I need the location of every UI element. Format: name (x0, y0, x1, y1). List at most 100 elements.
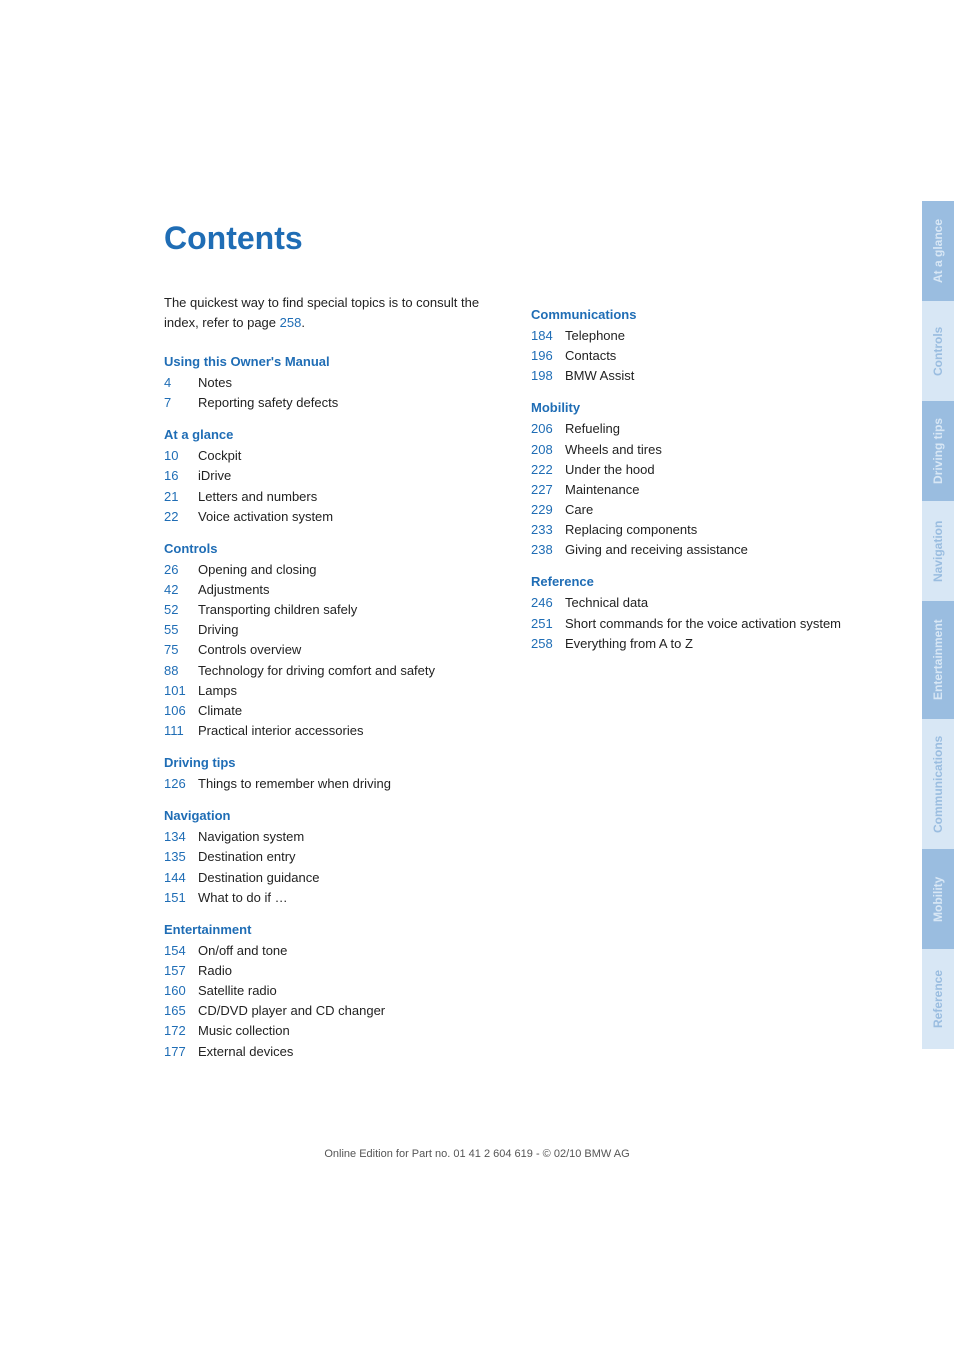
toc-entry[interactable]: 251Short commands for the voice activati… (531, 614, 874, 634)
toc-entry[interactable]: 238Giving and receiving assistance (531, 540, 874, 560)
side-tab[interactable]: Navigation (922, 501, 954, 601)
side-tab[interactable]: Entertainment (922, 601, 954, 719)
toc-page-number: 238 (531, 540, 565, 560)
toc-entry[interactable]: 134Navigation system (164, 827, 507, 847)
toc-page-number: 222 (531, 460, 565, 480)
toc-page-number: 21 (164, 487, 198, 507)
intro-suffix: . (301, 315, 305, 330)
side-tab[interactable]: Communications (922, 719, 954, 849)
side-tab[interactable]: Controls (922, 301, 954, 401)
side-tab[interactable]: Reference (922, 949, 954, 1049)
toc-label: Controls overview (198, 640, 507, 660)
toc-page-number: 196 (531, 346, 565, 366)
toc-page-number: 134 (164, 827, 198, 847)
toc-label: Wheels and tires (565, 440, 874, 460)
toc-entry[interactable]: 16iDrive (164, 466, 507, 486)
section-heading: Mobility (531, 400, 874, 415)
toc-entry[interactable]: 198BMW Assist (531, 366, 874, 386)
toc-list-left: Using this Owner's Manual 4Notes7Reportin… (164, 354, 507, 1062)
toc-label: Adjustments (198, 580, 507, 600)
toc-entry[interactable]: 106Climate (164, 701, 507, 721)
toc-page-number: 229 (531, 500, 565, 520)
intro-prefix: The quickest way to find special topics … (164, 295, 479, 330)
toc-entry[interactable]: 4Notes (164, 373, 507, 393)
toc-entry[interactable]: 135Destination entry (164, 847, 507, 867)
toc-entry[interactable]: 233Replacing components (531, 520, 874, 540)
toc-label: Destination guidance (198, 868, 507, 888)
toc-entry[interactable]: 101Lamps (164, 681, 507, 701)
toc-entry[interactable]: 52Transporting children safely (164, 600, 507, 620)
toc-entry[interactable]: 206Refueling (531, 419, 874, 439)
toc-entry[interactable]: 165CD/DVD player and CD changer (164, 1001, 507, 1021)
toc-entry[interactable]: 10Cockpit (164, 446, 507, 466)
toc-label: CD/DVD player and CD changer (198, 1001, 507, 1021)
toc-entry[interactable]: 229Care (531, 500, 874, 520)
toc-label: BMW Assist (565, 366, 874, 386)
toc-label: Telephone (565, 326, 874, 346)
toc-entry[interactable]: 88Technology for driving comfort and saf… (164, 661, 507, 681)
toc-entry[interactable]: 42Adjustments (164, 580, 507, 600)
toc-entry[interactable]: 177External devices (164, 1042, 507, 1062)
toc-page-number: 42 (164, 580, 198, 600)
toc-entry[interactable]: 75Controls overview (164, 640, 507, 660)
toc-label: iDrive (198, 466, 507, 486)
toc-entry[interactable]: 144Destination guidance (164, 868, 507, 888)
toc-page-number: 22 (164, 507, 198, 527)
side-tab[interactable]: At a glance (922, 201, 954, 301)
toc-entry[interactable]: 172Music collection (164, 1021, 507, 1041)
toc-page-number: 251 (531, 614, 565, 634)
toc-label: Everything from A to Z (565, 634, 874, 654)
toc-page-number: 198 (531, 366, 565, 386)
section-heading: Using this Owner's Manual (164, 354, 507, 369)
toc-entry[interactable]: 26Opening and closing (164, 560, 507, 580)
toc-label: On/off and tone (198, 941, 507, 961)
toc-page-number: 157 (164, 961, 198, 981)
toc-entry[interactable]: 55Driving (164, 620, 507, 640)
toc-entry[interactable]: 22Voice activation system (164, 507, 507, 527)
toc-label: Giving and receiving assistance (565, 540, 874, 560)
toc-page-number: 4 (164, 373, 198, 393)
toc-entry[interactable]: 184Telephone (531, 326, 874, 346)
toc-label: Navigation system (198, 827, 507, 847)
toc-entry[interactable]: 7Reporting safety defects (164, 393, 507, 413)
toc-page-number: 55 (164, 620, 198, 640)
side-tab[interactable]: Mobility (922, 849, 954, 949)
toc-label: Care (565, 500, 874, 520)
toc-page-number: 106 (164, 701, 198, 721)
section-heading: Communications (531, 307, 874, 322)
toc-label: Letters and numbers (198, 487, 507, 507)
toc-page-number: 227 (531, 480, 565, 500)
toc-page-number: 75 (164, 640, 198, 660)
toc-label: Under the hood (565, 460, 874, 480)
toc-label: Transporting children safely (198, 600, 507, 620)
toc-list-right: Communications 184Telephone196Contacts198… (531, 307, 874, 654)
toc-entry[interactable]: 208Wheels and tires (531, 440, 874, 460)
toc-column-right: Communications 184Telephone196Contacts198… (531, 293, 874, 1062)
toc-entry[interactable]: 258Everything from A to Z (531, 634, 874, 654)
section-heading: At a glance (164, 427, 507, 442)
toc-page-number: 246 (531, 593, 565, 613)
toc-entry[interactable]: 157Radio (164, 961, 507, 981)
toc-page-number: 7 (164, 393, 198, 413)
section-heading: Entertainment (164, 922, 507, 937)
toc-entry[interactable]: 246Technical data (531, 593, 874, 613)
toc-entry[interactable]: 160Satellite radio (164, 981, 507, 1001)
toc-entry[interactable]: 227Maintenance (531, 480, 874, 500)
toc-page-number: 172 (164, 1021, 198, 1041)
toc-page-number: 101 (164, 681, 198, 701)
toc-page-number: 184 (531, 326, 565, 346)
toc-entry[interactable]: 222Under the hood (531, 460, 874, 480)
toc-page-number: 208 (531, 440, 565, 460)
intro-page-link[interactable]: 258 (280, 315, 302, 330)
toc-entry[interactable]: 154On/off and tone (164, 941, 507, 961)
toc-page-number: 165 (164, 1001, 198, 1021)
toc-page-number: 88 (164, 661, 198, 681)
toc-entry[interactable]: 126Things to remember when driving (164, 774, 507, 794)
toc-entry[interactable]: 21Letters and numbers (164, 487, 507, 507)
toc-entry[interactable]: 111Practical interior accessories (164, 721, 507, 741)
toc-label: External devices (198, 1042, 507, 1062)
toc-page-number: 154 (164, 941, 198, 961)
toc-entry[interactable]: 196Contacts (531, 346, 874, 366)
toc-entry[interactable]: 151What to do if … (164, 888, 507, 908)
side-tab[interactable]: Driving tips (922, 401, 954, 501)
